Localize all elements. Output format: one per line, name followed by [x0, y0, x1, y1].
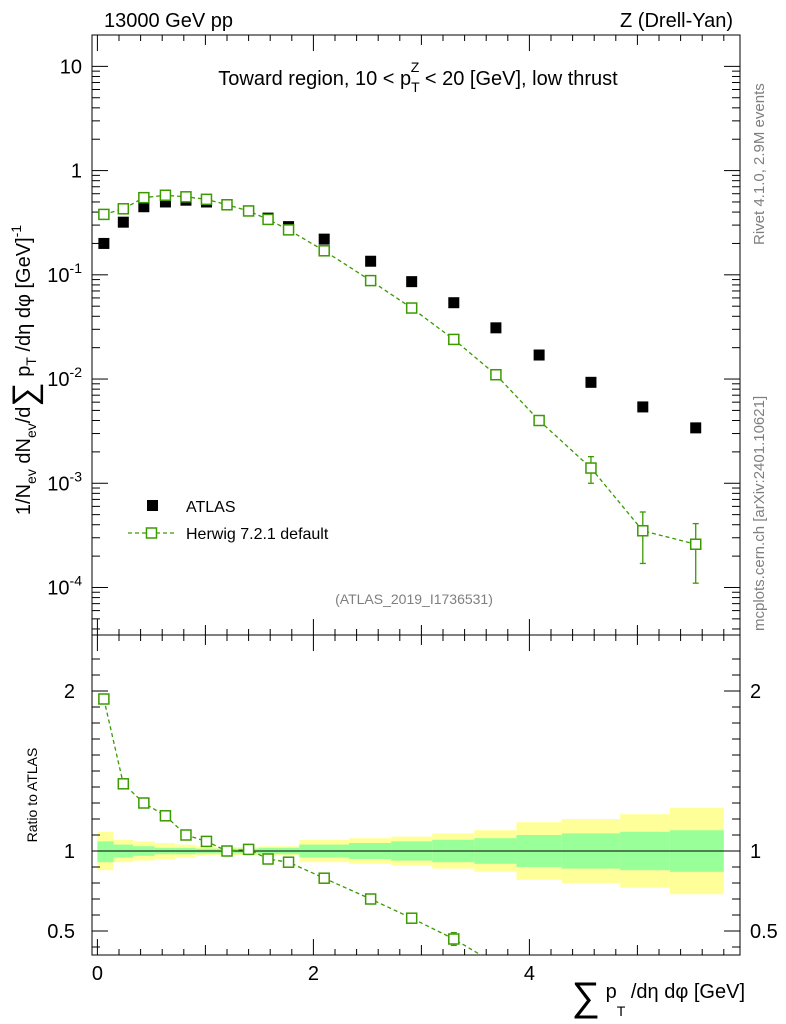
atlas-point: [365, 255, 377, 267]
x-title-text: ∑ pT /dη dφ [GeV]: [572, 975, 745, 1019]
herwig-point: [117, 203, 130, 215]
ratio-herwig-point: [242, 843, 255, 856]
herwig-point: [490, 368, 502, 381]
atlas-point: [490, 322, 502, 334]
ratio-band-inner: [97, 841, 114, 863]
legend-mc-marker: [145, 527, 158, 539]
main-axis-ticks: 10 1 10-1 10-2 10-3 10-4: [47, 34, 740, 635]
main-y-axis-title: 1/Nev dNev/d∑ pT /dη dφ [GeV]-1: [6, 225, 44, 515]
herwig-point: [221, 199, 233, 211]
x-tick-label: 2: [308, 963, 319, 985]
atlas-point: [159, 196, 171, 208]
atlas-point: [585, 376, 597, 388]
ratio-y-tick-label-right: 1: [750, 841, 761, 863]
plot-title-part-1: Toward region, 10 < p: [218, 68, 411, 90]
y-tick-label: 1: [71, 161, 82, 183]
ratio-panel-frame: [91, 634, 741, 956]
ratio-herwig-point: [117, 778, 130, 790]
atlas-point: [406, 276, 418, 288]
ratio-herwig-point: [159, 810, 172, 822]
ratio-y-axis-title: Ratio to ATLAS: [24, 748, 40, 843]
ratio-herwig-line: [103, 698, 482, 956]
y-tick-label: 10-3: [47, 468, 82, 495]
main-data-points: [98, 189, 702, 584]
atlas-point: [637, 401, 649, 413]
herwig-point: [138, 191, 150, 204]
herwig-point: [180, 191, 192, 203]
plot-title: Toward region, 10 < pTZ < 20 [GeV], low …: [218, 59, 618, 95]
herwig-point: [262, 213, 274, 226]
legend-mc-label: Herwig 7.2.1 default: [186, 526, 329, 543]
y-tick-label: 10-1: [47, 260, 82, 287]
y-tick-label: 10-2: [47, 364, 82, 391]
herwig-line: [103, 194, 696, 545]
analysis-id: (ATLAS_2019_I1736531): [335, 591, 493, 607]
x-tick-label: 4: [524, 963, 535, 985]
atlas-point: [690, 422, 702, 434]
herwig-point: [585, 462, 597, 474]
plot-title-sub: T: [411, 79, 420, 95]
y-tick-label: 10: [60, 56, 82, 78]
ratio-herwig-point: [221, 845, 233, 857]
atlas-point: [533, 349, 545, 361]
atlas-point: [98, 237, 110, 249]
y-tick-label: 10-4: [47, 572, 82, 599]
source-label: mcplots.cern.ch [arXiv:2401.10621]: [751, 396, 768, 631]
ratio-herwig-point: [282, 856, 295, 868]
ratio-data-points: [98, 693, 482, 956]
ratio-y-tick-label-left: 0.5: [47, 921, 75, 943]
herwig-point: [200, 193, 213, 206]
energy-label: 13000 GeV pp: [104, 10, 233, 32]
herwig-point: [98, 208, 110, 221]
atlas-point: [117, 216, 129, 228]
ratio-herwig-point: [180, 829, 192, 841]
atlas-point: [138, 201, 150, 213]
ratio-y-tick-label-right: 0.5: [750, 921, 778, 943]
x-axis-title: ∑ pT /dη dφ [GeV]: [572, 975, 745, 1019]
ratio-herwig-point: [318, 872, 330, 884]
legend-atlas-label: ATLAS: [186, 499, 236, 516]
herwig-point: [364, 274, 377, 287]
atlas-point: [448, 297, 460, 309]
legend-atlas-marker: [147, 500, 158, 511]
herwig-point: [318, 245, 330, 257]
plot-title-part-2: < 20 [GeV], low thrust: [419, 68, 618, 90]
plot-title-sup: Z: [411, 59, 420, 75]
ratio-y-tick-label-left: 2: [64, 681, 75, 703]
herwig-point: [533, 414, 545, 427]
ratio-axis-ticks: 0 2 4 2 2 1 1 0.5 0.5: [47, 635, 778, 985]
atlas-point: [318, 233, 330, 245]
herwig-point: [242, 205, 255, 217]
ratio-herwig-point: [138, 797, 150, 809]
ratio-herwig-point: [262, 853, 274, 865]
ratio-bands: [92, 807, 740, 895]
ratio-herwig-point: [98, 693, 110, 705]
y-title-text: 1/Nev dNev/d∑ pT /dη dφ [GeV]-1: [6, 225, 44, 515]
ratio-y-tick-label-right: 2: [750, 681, 761, 703]
ratio-herwig-point: [200, 835, 213, 848]
herwig-point: [282, 224, 295, 236]
rivet-version-label: Rivet 4.1.0, 2.9M events: [751, 83, 768, 245]
herwig-point: [159, 189, 172, 202]
ratio-herwig-point: [364, 893, 377, 905]
herwig-point: [637, 525, 649, 537]
ratio-herwig-point: [405, 912, 418, 924]
ratio-y-tick-label-left: 1: [64, 841, 75, 863]
herwig-point: [448, 333, 460, 346]
herwig-point: [405, 302, 418, 314]
herwig-point: [689, 538, 702, 550]
x-tick-label: 0: [92, 963, 103, 985]
process-label: Z (Drell-Yan): [620, 10, 733, 32]
ratio-herwig-point: [448, 933, 460, 945]
